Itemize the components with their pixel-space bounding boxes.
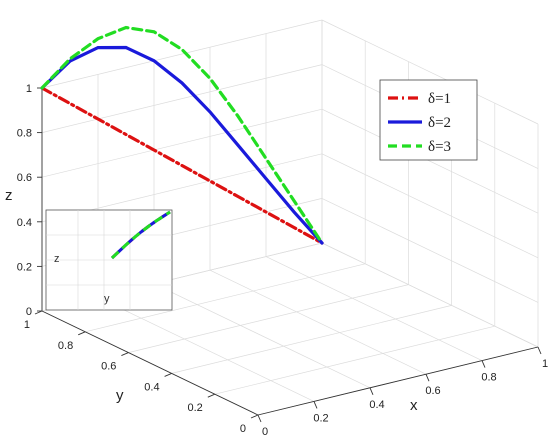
grid-line [321, 242, 539, 348]
y-axis-line [41, 310, 259, 416]
y-tick-mark [34, 310, 43, 315]
x-tick-mark [313, 401, 318, 409]
x-tick-label: 0.6 [425, 385, 440, 397]
legend-entry: δ=2 [428, 115, 451, 131]
y-tick-mark [207, 393, 215, 398]
inset-y-label: y [104, 293, 110, 305]
y-tick-label: 0.2 [188, 402, 203, 414]
y-tick-mark [164, 372, 172, 377]
z-axis-label: z [5, 187, 13, 204]
y-tick-mark [250, 414, 259, 419]
legend-entry: δ=3 [428, 139, 451, 155]
z-tick-label: 0.4 [17, 217, 32, 229]
legend-entry: δ=1 [428, 91, 451, 107]
x-tick-label: 1 [542, 358, 548, 370]
x-tick-label: 0.8 [481, 372, 496, 384]
inset-panel: zy [45, 209, 173, 311]
grid-line [321, 19, 539, 125]
grid-line [97, 297, 315, 402]
y-tick-label: 0.4 [144, 381, 159, 393]
axes-box [34, 87, 542, 423]
x-axis-label: x [410, 397, 418, 414]
x-tick-label: 0.4 [369, 399, 384, 411]
y-tick-label: 1 [24, 319, 30, 331]
legend: δ=1 δ=2 δ=3 [379, 79, 478, 161]
grid-line [153, 283, 371, 389]
y-tick-label: 0 [240, 423, 246, 435]
z-tick-label: 0.6 [17, 172, 32, 184]
grid-line [321, 153, 539, 259]
tick-labels: 00.20.40.60.8100.20.40.60.8100.20.40.60.… [17, 83, 548, 438]
y-tick-mark [121, 352, 129, 357]
y-tick-mark [78, 331, 86, 336]
x-axis-line [257, 346, 539, 416]
grid-line [85, 263, 366, 333]
x-tick-mark [369, 387, 374, 395]
x-tick-mark [537, 346, 542, 355]
inset-curve [110, 210, 171, 260]
x-tick-label: 0.2 [313, 412, 328, 424]
z-tick-label: 0.8 [17, 128, 32, 140]
y-axis-label: y [116, 387, 124, 404]
curves [40, 25, 324, 245]
x-tick-mark [257, 414, 262, 423]
inset-z-label: z [54, 253, 60, 265]
z-tick-label: 0.2 [17, 261, 32, 273]
y-tick-label: 0.8 [58, 340, 73, 352]
grid-line [41, 64, 323, 133]
grid-line [128, 284, 409, 353]
grid-line [321, 198, 539, 303]
grid-line [321, 108, 539, 214]
grid-line [209, 269, 427, 375]
grid-line [41, 19, 323, 89]
x-tick-label: 0 [262, 426, 268, 438]
grid-line [171, 305, 452, 374]
x-tick-mark [481, 360, 486, 368]
z-tick-label: 0 [26, 306, 32, 318]
x-tick-mark [425, 374, 430, 382]
y-tick-label: 0.6 [101, 361, 116, 373]
grid-line [41, 108, 323, 178]
grid-line [265, 256, 483, 361]
grid-line [214, 325, 495, 395]
z-tick-label: 1 [26, 83, 32, 95]
